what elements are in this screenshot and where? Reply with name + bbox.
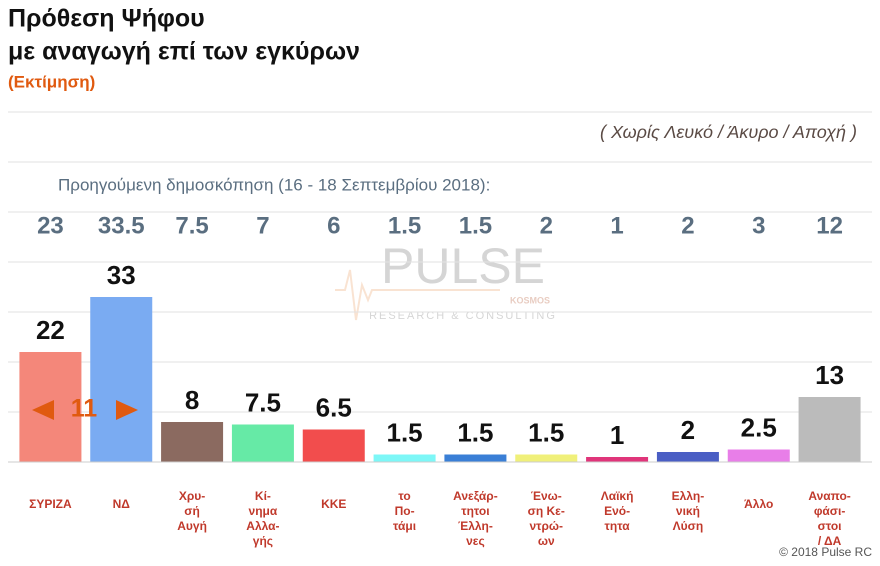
value-label: 8 [185,385,199,415]
difference-arrow [116,400,138,420]
chart-title: με αναγωγή επί των εγκύρων [8,38,360,66]
x-tick-label: ΝΔ [113,497,131,511]
x-tick-label: ΚΚΕ [321,497,346,511]
previous-label: Προηγούμενη δημοσκόπηση (16 - 18 Σεπτεμβ… [58,175,490,194]
x-tick-label: Ένω- [531,489,562,503]
x-tick-label: Αλλα- [246,519,279,533]
x-tick-label: ΣΥΡΙΖΑ [29,497,72,511]
chart-subtitle: (Εκτίμηση) [8,72,95,91]
x-tick-label: φάσι- [814,504,846,518]
difference-label: 11 [71,395,98,423]
previous-value: 2 [540,212,553,239]
watermark: PULSE KOSMOS RESEARCH & CONSULTING [335,238,557,322]
bar [444,454,507,462]
x-tick-label: Ενό- [604,504,630,518]
value-label: 1 [610,420,624,450]
x-tick-label: τητοι [461,504,489,518]
x-tick-label: γής [253,534,273,548]
x-tick-label: ντρώ- [529,519,563,533]
x-tick-label: Ανεξάρ- [453,489,498,503]
watermark-text: RESEARCH & CONSULTING [369,310,557,322]
previous-value: 2 [681,212,694,239]
bar [373,454,436,462]
x-tick-label: Ελλη- [672,489,705,503]
x-tick-label: ων [538,534,555,548]
x-tick-label: Άλλο [744,497,773,511]
bar [727,449,790,462]
x-tick-label: νες [466,534,485,548]
value-label: 6.5 [316,392,352,422]
x-tick-label: σή [184,504,200,518]
previous-value: 23 [37,212,64,239]
value-label: 1.5 [457,417,493,447]
x-tick-label: ση Κε- [528,504,565,518]
difference-arrow [32,400,54,420]
previous-value: 1 [610,212,623,239]
previous-value: 1.5 [388,212,421,239]
copyright: © 2018 Pulse RC [779,545,872,559]
watermark-text: PULSE [381,238,545,294]
bar [302,429,365,462]
x-tick-label: Χρυ- [179,489,205,503]
value-label: 22 [36,315,65,345]
x-tick-label: τάμι [393,519,416,533]
x-tick-label: νημα [249,504,278,518]
previous-value: 6 [327,212,340,239]
value-label: 33 [107,260,136,290]
previous-value: 12 [816,212,843,239]
bar [231,424,294,462]
previous-value: 33.5 [98,212,145,239]
bar [798,397,861,462]
x-tick-label: Λύση [673,519,704,533]
note: ( Χωρίς Λευκό / Άκυρο / Αποχή ) [600,122,857,142]
previous-value: 1.5 [459,212,492,239]
x-tick-label: Λαϊκή [601,489,634,503]
value-label: 13 [815,360,844,390]
x-tick-label: Κί- [255,489,271,503]
x-tick-label: Αυγή [177,519,207,533]
watermark-text: KOSMOS [510,295,550,305]
x-tick-label: Έλλη- [458,519,493,533]
chart-title: Πρόθεση Ψήφου [8,5,205,33]
x-tick-label: στοι [818,519,842,533]
x-tick-label: Αναπο- [808,489,850,503]
value-label: 7.5 [245,387,281,417]
bar [90,297,153,462]
previous-value: 7 [256,212,269,239]
x-tick-label: νική [676,504,700,518]
previous-value: 3 [752,212,765,239]
x-tick-label: / ΔΑ [818,534,842,548]
bar [161,422,224,462]
value-label: 1.5 [387,417,423,447]
value-label: 2 [681,415,695,445]
value-label: 2.5 [741,412,777,442]
previous-value: 7.5 [175,212,208,239]
x-tick-label: τητα [605,519,631,533]
x-tick-label: Πο- [395,504,415,518]
watermark-line [335,269,500,321]
bar [586,457,649,462]
x-tick-label: το [398,489,410,503]
bar [515,454,578,462]
value-label: 1.5 [528,417,564,447]
bar [656,452,719,462]
